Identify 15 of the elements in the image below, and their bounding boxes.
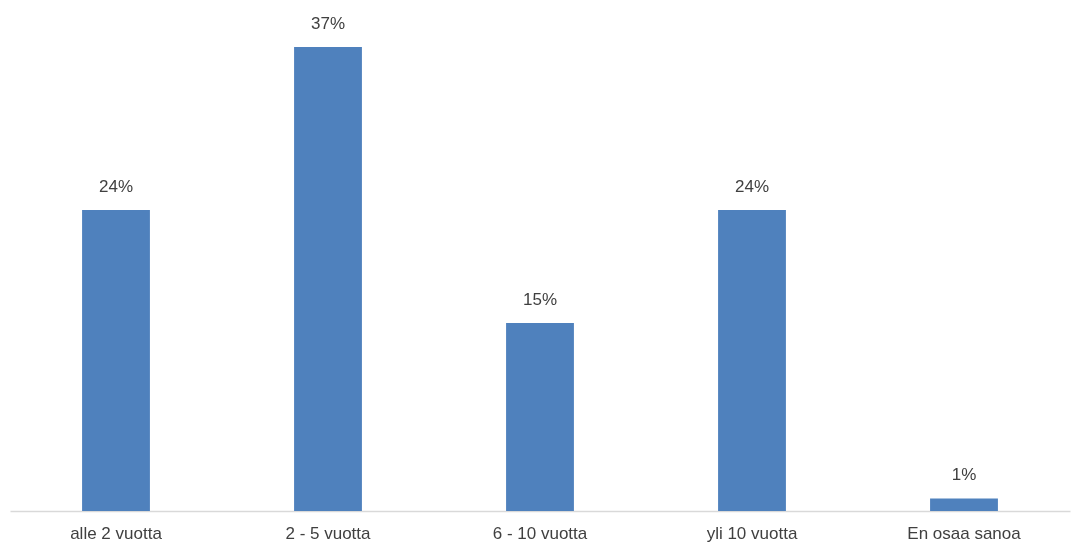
data-label: 37% bbox=[310, 14, 346, 33]
x-tick-label: yli 10 vuotta bbox=[706, 523, 798, 543]
bar bbox=[930, 498, 998, 511]
data-label: 15% bbox=[522, 289, 558, 309]
bar bbox=[82, 210, 150, 511]
data-label: 24% bbox=[734, 177, 770, 197]
bar bbox=[506, 322, 574, 511]
x-tick-label: alle 2 vuotta bbox=[70, 523, 163, 543]
data-label: 1% bbox=[951, 465, 977, 485]
bar bbox=[718, 210, 786, 511]
bar bbox=[294, 47, 362, 511]
data-label: 24% bbox=[98, 177, 134, 197]
x-tick-label: En osaa sanoa bbox=[907, 523, 1022, 543]
x-tick-label: 6 - 10 vuotta bbox=[492, 523, 588, 543]
x-tick-label: 2 - 5 vuotta bbox=[285, 523, 372, 543]
